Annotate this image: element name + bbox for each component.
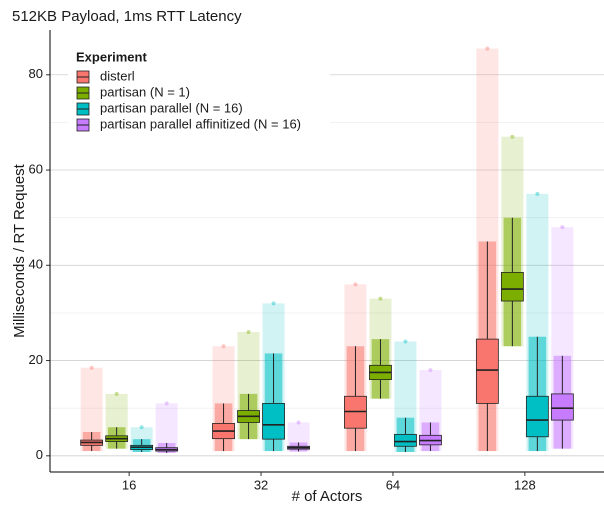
chart-title: 512KB Payload, 1ms RTT Latency — [12, 8, 242, 25]
max-point — [246, 329, 251, 334]
box — [394, 433, 417, 447]
box — [525, 395, 549, 438]
legend-label: partisan (N = 1) — [100, 84, 190, 99]
legend-background — [68, 46, 330, 134]
max-point — [164, 401, 169, 406]
max-point — [139, 425, 144, 430]
max-point — [271, 301, 276, 306]
legend-title: Experiment — [76, 49, 147, 64]
x-axis-label: # of Actors — [292, 488, 363, 505]
box — [550, 393, 574, 421]
point-cloud — [155, 403, 178, 453]
max-point — [89, 365, 94, 370]
point-cloud — [80, 367, 103, 452]
x-tick-label: 64 — [386, 477, 400, 492]
y-tick-label: 80 — [29, 66, 43, 81]
box — [475, 338, 499, 404]
max-point — [221, 344, 226, 349]
x-tick-label: 128 — [514, 477, 536, 492]
max-point — [296, 420, 301, 425]
y-tick-label: 40 — [29, 257, 43, 272]
legend-label: disterl — [100, 68, 135, 83]
max-point — [428, 368, 433, 373]
max-point — [403, 339, 408, 344]
max-point — [560, 225, 565, 230]
legend-label: partisan parallel affinitized (N = 16) — [100, 116, 301, 131]
max-point — [485, 46, 490, 51]
max-point — [114, 391, 119, 396]
x-tick-label: 16 — [122, 477, 136, 492]
y-axis-label: Milliseconds / RT Request — [11, 163, 28, 338]
y-tick-label: 60 — [29, 161, 43, 176]
max-point — [353, 282, 358, 287]
legend-label: partisan parallel (N = 16) — [100, 100, 243, 115]
max-point — [510, 134, 515, 139]
max-point — [535, 191, 540, 196]
y-tick-label: 20 — [29, 352, 43, 367]
max-point — [378, 296, 383, 301]
box — [262, 403, 285, 440]
box — [500, 272, 524, 302]
x-tick-label: 32 — [254, 477, 268, 492]
y-tick-label: 0 — [36, 447, 43, 462]
